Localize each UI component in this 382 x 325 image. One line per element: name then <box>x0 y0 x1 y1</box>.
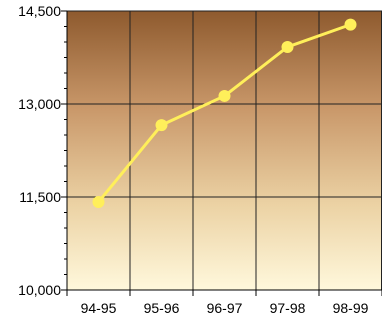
x-tick-label: 94-95 <box>81 300 117 316</box>
x-tick-label: 97-98 <box>270 300 306 316</box>
data-point <box>218 89 231 102</box>
y-tick-label: 11,500 <box>19 189 61 205</box>
y-axis-tick-labels: 10,000 11,500 13,000 14,500 <box>18 3 61 298</box>
series-layer <box>92 18 357 208</box>
axes <box>61 10 382 296</box>
x-tick-label: 96-97 <box>207 300 243 316</box>
x-axis-tick-labels: 94-95 95-96 96-97 97-98 98-99 <box>81 300 369 316</box>
data-point <box>344 18 357 31</box>
y-tick-label: 14,500 <box>18 3 61 19</box>
data-point <box>155 119 168 132</box>
x-tick-label: 98-99 <box>333 300 369 316</box>
y-tick-label: 13,000 <box>18 96 61 112</box>
data-point <box>281 40 294 53</box>
x-tick-label: 95-96 <box>144 300 180 316</box>
data-point <box>92 195 105 208</box>
y-tick-label: 10,000 <box>18 282 61 298</box>
plot-area <box>67 11 382 290</box>
